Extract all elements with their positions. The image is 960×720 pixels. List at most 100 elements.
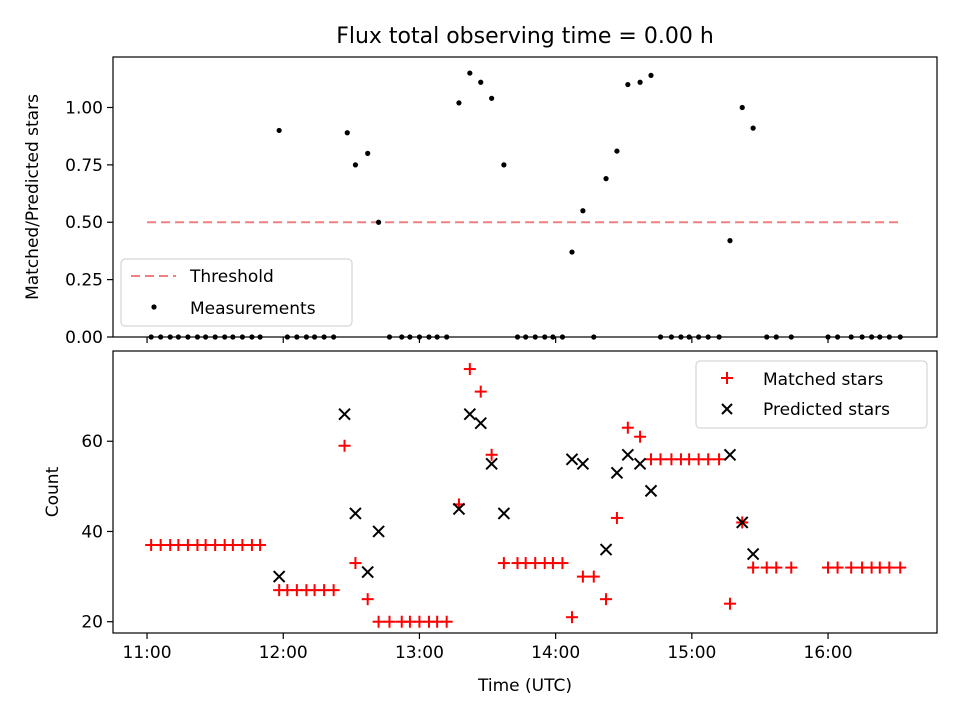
predicted-cross-b xyxy=(372,525,385,538)
predicted-star-point xyxy=(746,547,760,561)
predicted-star-point xyxy=(599,543,613,556)
measurement-point xyxy=(614,148,620,154)
predicted-cross-b xyxy=(723,448,737,461)
predicted-star-point xyxy=(463,407,477,421)
top-chart-title: Flux total observing time = 0.00 h xyxy=(336,24,714,49)
bottom-y-tick-label: 40 xyxy=(81,522,103,542)
bottom-x-tick-label: 12:00 xyxy=(259,643,308,663)
measurement-point xyxy=(344,130,350,136)
bottom-legend: Matched stars Predicted stars xyxy=(695,360,928,429)
legend-matched-swatch xyxy=(721,372,733,384)
predicted-cross-b xyxy=(452,502,466,516)
matched-star-point xyxy=(610,511,623,524)
matched-star-point xyxy=(565,611,578,624)
matched-star-point xyxy=(713,453,726,466)
legend-measurements-label: Measurements xyxy=(190,299,316,319)
matched-star-point xyxy=(372,615,385,628)
matched-star-point xyxy=(349,557,362,570)
matched-star-point xyxy=(254,539,267,552)
predicted-star-point xyxy=(349,507,362,520)
predicted-cross-b xyxy=(565,453,579,466)
measurement-point xyxy=(489,95,495,101)
predicted-cross-b xyxy=(497,507,511,520)
matched-star-point xyxy=(894,561,907,574)
predicted-star-point xyxy=(452,502,466,516)
legend-predicted-swatch xyxy=(721,403,733,415)
top-legend: Threshold Measurements xyxy=(120,258,353,327)
measurement-point xyxy=(727,238,733,244)
measurement-point xyxy=(365,150,371,156)
bottom-axes-frame xyxy=(112,350,938,634)
bottom-x-tick-label: 14:00 xyxy=(531,643,580,663)
bottom-x-axis-label: Time (UTC) xyxy=(477,676,572,696)
top-y-axis-label: Matched/Predicted stars xyxy=(23,94,43,300)
predicted-star-point xyxy=(372,525,385,538)
measurement-point xyxy=(456,100,462,106)
matched-star-point xyxy=(845,561,858,574)
measurement-point xyxy=(478,79,484,85)
predicted-cross-b xyxy=(474,416,487,430)
predicted-cross-b xyxy=(485,457,498,471)
matched-star-point xyxy=(723,597,736,610)
measurement-point xyxy=(276,127,282,134)
bottom-x-tick-label: 16:00 xyxy=(804,643,853,663)
measurement-point xyxy=(580,208,586,214)
predicted-star-point xyxy=(272,570,286,583)
predicted-cross-b xyxy=(576,457,590,471)
matched-star-point xyxy=(327,584,340,597)
predicted-star-point xyxy=(723,448,737,461)
matched-star-point xyxy=(785,561,798,574)
top-y-tick-label: 0.00 xyxy=(65,328,103,348)
predicted-cross-b xyxy=(621,448,635,461)
bottom-plot-area xyxy=(145,363,907,628)
bottom-legend-box xyxy=(695,360,928,429)
predicted-cross-b xyxy=(338,407,351,421)
bottom-x-tick-label: 15:00 xyxy=(667,643,716,663)
predicted-cross-b xyxy=(736,516,749,529)
matched-star-point xyxy=(702,453,715,466)
matched-star-point xyxy=(587,570,600,583)
bottom-y-tick-label: 20 xyxy=(81,613,103,633)
predicted-star-point xyxy=(644,484,658,498)
measurement-point xyxy=(739,104,745,111)
legend-threshold-label: Threshold xyxy=(189,267,274,287)
top-y-tick-label: 0.75 xyxy=(65,156,103,176)
bottom-y-axis-label: Count xyxy=(43,466,63,517)
matched-star-point xyxy=(556,557,569,570)
matched-star-point xyxy=(338,439,351,452)
matched-star-point xyxy=(474,385,487,398)
predicted-cross-b xyxy=(599,543,613,556)
predicted-cross-b xyxy=(272,570,286,583)
legend-measurements-swatch xyxy=(151,304,157,310)
predicted-star-point xyxy=(736,516,749,529)
measurement-point xyxy=(501,162,507,168)
matched-star-point xyxy=(600,593,613,606)
top-y-tick-label: 0.50 xyxy=(65,213,103,233)
top-legend-box xyxy=(120,258,353,327)
matched-star-point xyxy=(621,421,634,434)
predicted-star-point xyxy=(610,466,624,480)
matched-star-point xyxy=(383,615,396,628)
bottom-x-axis: 11:00 12:00 13:00 14:00 15:00 16:00 xyxy=(123,633,853,663)
matched-star-point xyxy=(576,570,589,583)
measurement-point xyxy=(467,70,473,76)
measurement-point xyxy=(352,162,359,168)
bottom-x-tick-label: 11:00 xyxy=(123,643,172,663)
predicted-star-point xyxy=(338,407,351,421)
matched-star-point xyxy=(831,561,844,574)
predicted-cross-b xyxy=(349,507,362,520)
matched-star-point xyxy=(654,453,667,466)
predicted-star-point xyxy=(576,457,590,471)
predicted-cross-b xyxy=(644,484,658,498)
predicted-star-point xyxy=(497,507,511,520)
predicted-star-point xyxy=(565,453,579,466)
top-y-tick-label: 0.25 xyxy=(65,271,103,291)
bottom-y-tick-label: 60 xyxy=(81,432,103,452)
predicted-cross-b xyxy=(633,457,647,471)
matched-star-point xyxy=(463,363,476,376)
matched-star-point xyxy=(770,561,783,574)
matched-star-point xyxy=(747,561,760,574)
predicted-cross-b xyxy=(746,547,760,561)
